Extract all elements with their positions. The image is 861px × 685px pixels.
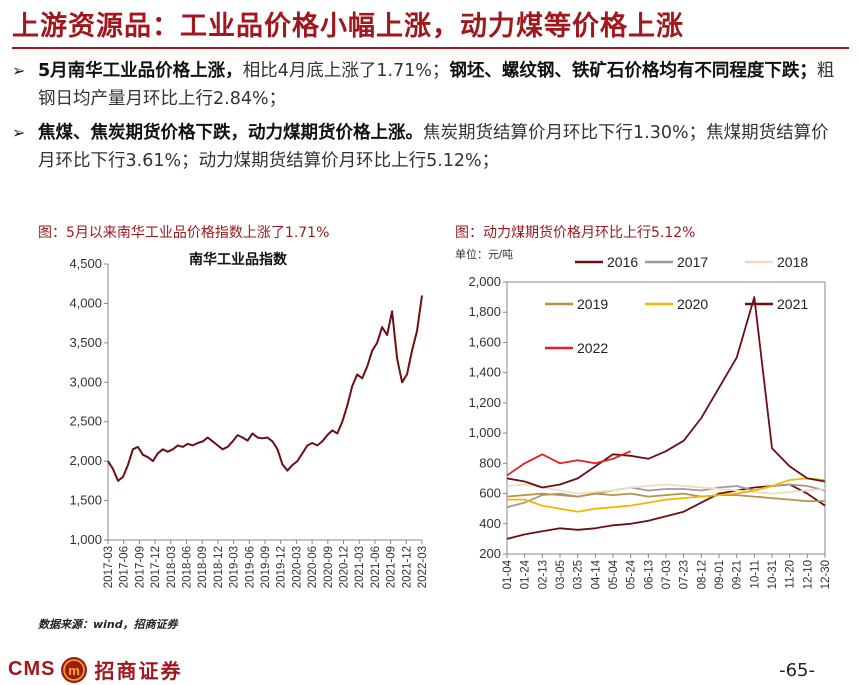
- logo-text-en: CMS: [8, 658, 56, 680]
- x-tick-label: 2017-09: [134, 546, 146, 588]
- x-tick-label: 2021-06: [370, 546, 382, 588]
- x-tick-label: 2020-03: [291, 546, 303, 588]
- x-tick-label: 2018-06: [182, 546, 194, 588]
- legend-label: 2020: [677, 296, 708, 312]
- bullet-1-bold-2: 钢坯、螺纹钢、铁矿石价格均有不同程度下跌；: [449, 61, 817, 81]
- x-tick-label: 01-04: [502, 559, 514, 589]
- bullet-2-normal: 焦炭期货结算价月环比下行1.30%；焦煤期货结算价月环比下行3.61%；动力煤期…: [38, 123, 829, 171]
- x-tick-label: 10-11: [749, 560, 761, 589]
- right-chart-caption: 图：动力煤期货价格月环比上行5.12%: [455, 225, 696, 241]
- data-source: 数据来源：wind，招商证券: [38, 618, 178, 631]
- x-tick-label: 2017-06: [119, 546, 131, 588]
- page-number: -65-: [779, 660, 815, 681]
- coal-futures-chart: 200 400 600 800 1,000 1,200 1,400 1,600 1,800 2,0…: [455, 247, 832, 589]
- y-tick-label: 1,200: [468, 395, 501, 410]
- title-divider: [12, 47, 849, 49]
- legend-label: 2017: [677, 254, 708, 270]
- legend-label: 2018: [777, 254, 808, 270]
- x-tick-label: 10-31: [767, 560, 779, 589]
- x-tick-label: 12-30: [820, 560, 832, 589]
- x-tick-label: 07-03: [661, 560, 673, 589]
- x-tick-label: 03-25: [573, 560, 585, 589]
- bullet-1-normal-2: 粗钢日均产量月环比上行2.84%；: [38, 61, 835, 109]
- x-tick-label: 2018-12: [213, 546, 225, 588]
- x-tick-label: 2020-09: [323, 546, 335, 588]
- chart-title: 南华工业品指数: [189, 251, 288, 267]
- unit-label: 单位：元/吨: [455, 247, 513, 261]
- x-tick-label: 2022-03: [417, 546, 428, 588]
- bullet-item-2: ➢ 焦煤、焦炭期货价格下跌，动力煤期货价格上涨。焦炭期货结算价月环比下行1.30…: [12, 119, 838, 175]
- legend-label: 2021: [777, 296, 808, 312]
- y-tick-label: 800: [479, 455, 501, 470]
- x-tick-label: 2019-03: [229, 546, 241, 588]
- x-tick-label: 09-21: [732, 560, 744, 589]
- x-tick-label: 2018-03: [166, 546, 178, 588]
- y-tick-label: 1,800: [468, 304, 501, 319]
- logo-text-cn: 招商证券: [94, 659, 183, 683]
- y-tick-label: 1,400: [468, 365, 501, 380]
- left-chart-caption: 图：5月以来南华工业品价格指数上涨了1.71%: [38, 225, 330, 241]
- bullet-item-1: ➢ 5月南华工业品价格上涨，相比4月底上涨了1.71%；钢坯、螺纹钢、铁矿石价格…: [12, 57, 838, 113]
- y-tick-label: 1,600: [468, 334, 501, 349]
- x-tick-label: 2019-06: [244, 546, 256, 588]
- x-tick-label: 01-24: [520, 559, 532, 589]
- series-line-2022: [506, 450, 632, 477]
- x-tick-label: 2020-06: [307, 546, 319, 588]
- x-tick-label: 2020-12: [339, 546, 351, 588]
- y-tick-label: 4,000: [69, 295, 102, 310]
- y-tick-label: 200: [479, 546, 501, 561]
- bullet-2-bold: 焦煤、焦炭期货价格下跌，动力煤期货价格上涨。: [38, 123, 423, 143]
- y-tick-label: 3,500: [69, 335, 102, 350]
- bullet-1-normal: 相比4月底上涨了1.71%；: [242, 61, 450, 81]
- series-line-2020: [507, 477, 826, 513]
- y-tick-label: 1,500: [69, 493, 102, 508]
- x-tick-label: 09-01: [714, 560, 726, 589]
- x-tick-label: 02-13: [537, 560, 549, 589]
- nanhua-index-chart: 1,000 1,500 2,000 2,500 3,000 3,500 4,000 4,500…: [69, 251, 428, 588]
- x-tick-label: 11-20: [785, 560, 797, 589]
- series-line-main: [107, 295, 423, 482]
- x-tick-label: 06-13: [643, 560, 655, 589]
- y-tick-label: 3,000: [69, 374, 102, 389]
- bullet-arrow-icon: ➢: [12, 123, 26, 142]
- company-logo: CMS m 招商证券: [8, 655, 182, 684]
- x-tick-label: 08-12: [696, 560, 708, 589]
- bullet-list: ➢ 5月南华工业品价格上涨，相比4月底上涨了1.71%；钢坯、螺纹钢、铁矿石价格…: [12, 57, 838, 181]
- x-tick-label: 2019-09: [260, 546, 272, 588]
- x-tick-label: 2021-12: [401, 546, 413, 588]
- bullet-arrow-icon: ➢: [12, 61, 26, 80]
- logo-badge-icon: m: [61, 656, 88, 683]
- bullet-1-bold: 5月南华工业品价格上涨，: [38, 61, 243, 81]
- x-tick-label: 2017-12: [150, 546, 162, 588]
- page-title: 上游资源品：工业品价格小幅上涨，动力煤等价格上涨: [12, 11, 684, 42]
- x-tick-label: 2021-03: [354, 546, 366, 588]
- x-tick-label: 12-10: [802, 560, 814, 589]
- y-tick-label: 2,000: [468, 274, 501, 289]
- series-line-2021: [506, 296, 826, 489]
- y-tick-label: 4,500: [69, 256, 102, 271]
- x-tick-label: 2018-09: [197, 546, 209, 588]
- x-tick-label: 05-04: [608, 559, 620, 589]
- y-tick-label: 1,000: [69, 532, 102, 547]
- x-tick-label: 2021-09: [386, 546, 398, 588]
- y-tick-label: 2,500: [69, 414, 102, 429]
- y-tick-label: 2,000: [69, 453, 102, 468]
- legend-label: 2016: [607, 254, 638, 270]
- y-tick-label: 1,000: [468, 425, 501, 440]
- legend-label: 2022: [577, 340, 608, 356]
- series-line-2019: [506, 492, 825, 502]
- svg-text:m: m: [69, 663, 81, 678]
- x-tick-label: 03-05: [555, 560, 567, 589]
- x-tick-label: 2017-03: [103, 546, 115, 588]
- x-tick-label: 04-14: [590, 559, 602, 589]
- x-tick-label: 07-23: [679, 560, 691, 589]
- y-tick-label: 600: [479, 486, 501, 501]
- legend-label: 2019: [577, 296, 608, 312]
- series-line-2018: [506, 483, 826, 495]
- x-tick-label: 2019-12: [276, 546, 288, 588]
- x-tick-label: 05-24: [626, 559, 638, 589]
- y-tick-label: 400: [479, 516, 501, 531]
